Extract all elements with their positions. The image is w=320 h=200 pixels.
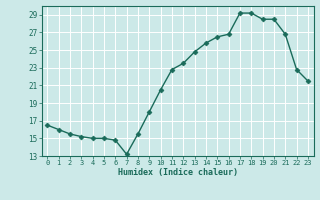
X-axis label: Humidex (Indice chaleur): Humidex (Indice chaleur) [118, 168, 237, 177]
